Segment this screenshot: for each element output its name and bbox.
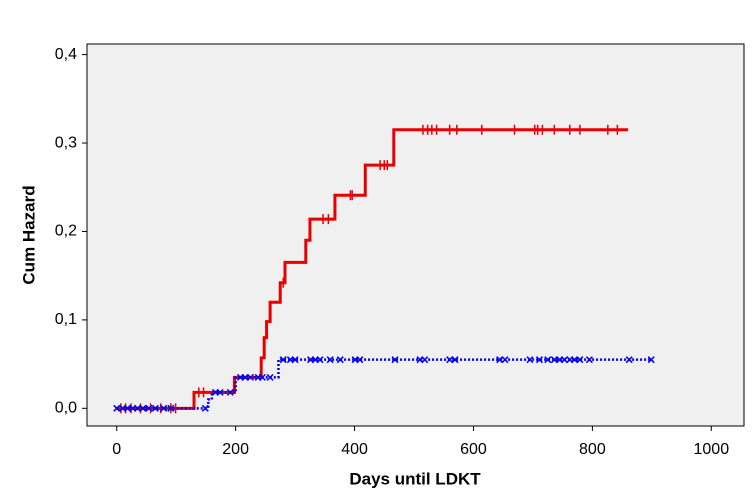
x-tick-label: 600 [460,441,487,458]
x-tick-label: 0 [112,441,121,458]
y-tick-label: 0,0 [55,400,77,417]
x-tick-label: 400 [341,441,368,458]
x-axis-title: Days until LDKT [349,469,481,488]
y-tick-label: 0,1 [55,311,77,328]
plot-area [87,44,744,426]
x-tick-label: 800 [579,441,606,458]
y-tick-label: 0,2 [55,223,77,240]
y-tick-label: 0,3 [55,134,77,151]
x-tick-label: 200 [222,441,249,458]
x-tick-label: 1000 [694,441,730,458]
y-tick-label: 0,4 [55,46,77,63]
y-axis-title: Cum Hazard [19,185,38,284]
